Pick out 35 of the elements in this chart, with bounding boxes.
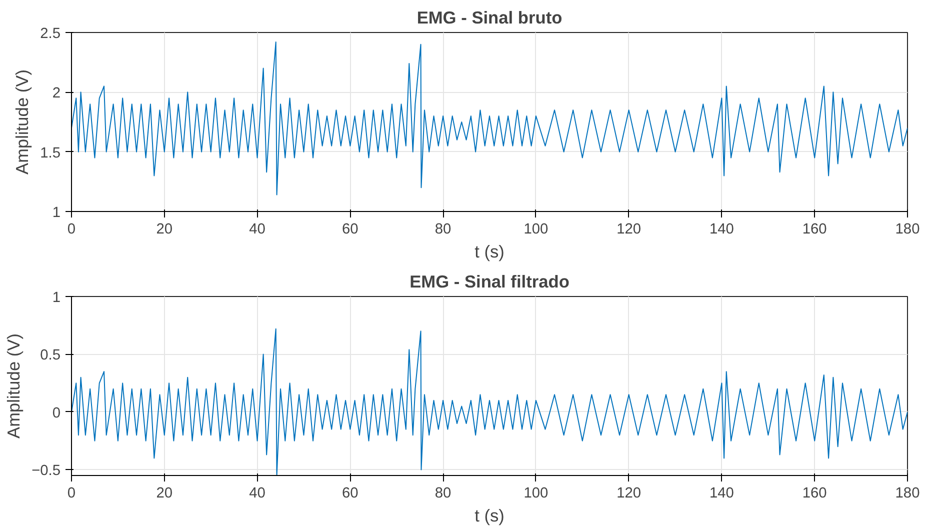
x-tick-label: 120	[616, 486, 642, 502]
x-tick-label: 140	[709, 486, 734, 502]
x-tick-label: 100	[524, 486, 548, 502]
x-tick-label: 60	[342, 486, 358, 502]
x-axis-title: t (s)	[474, 242, 504, 262]
x-tick-label: 80	[434, 222, 452, 238]
x-tick-label: 0	[67, 222, 76, 238]
x-tick-label: 80	[434, 486, 452, 502]
x-tick-label: 40	[249, 486, 266, 502]
x-tick-label: 60	[342, 222, 358, 238]
y-tick-label: 2	[52, 86, 61, 102]
y-tick-label: 1	[52, 290, 61, 306]
y-axis-title: Amplitude (V)	[4, 334, 24, 438]
x-tick-label: 140	[709, 222, 734, 238]
y-tick-label: 1	[52, 205, 61, 221]
x-tick-label: 180	[895, 222, 920, 238]
x-tick-label: 160	[802, 222, 827, 238]
y-tick-label: 2.5	[40, 26, 60, 42]
chart-title: EMG - Sinal filtrado	[410, 272, 570, 292]
x-tick-label: 120	[616, 222, 642, 238]
x-tick-label: 40	[249, 222, 266, 238]
y-tick-label: 0.5	[40, 348, 60, 364]
y-tick-label: 0	[52, 405, 61, 422]
x-tick-label: 160	[802, 486, 827, 502]
x-tick-label: 180	[895, 486, 920, 502]
x-tick-label: 20	[156, 486, 173, 502]
x-tick-label: 20	[156, 222, 173, 238]
y-axis-title: Amplitude (V)	[12, 70, 32, 174]
y-tick-label: 1.5	[40, 145, 60, 162]
chart-title: EMG - Sinal bruto	[416, 8, 562, 28]
line-series	[72, 42, 908, 196]
y-tick-label: −0.5	[32, 463, 61, 480]
x-axis-title: t (s)	[474, 506, 504, 526]
x-tick-label: 0	[67, 486, 76, 502]
x-tick-label: 100	[524, 222, 548, 238]
